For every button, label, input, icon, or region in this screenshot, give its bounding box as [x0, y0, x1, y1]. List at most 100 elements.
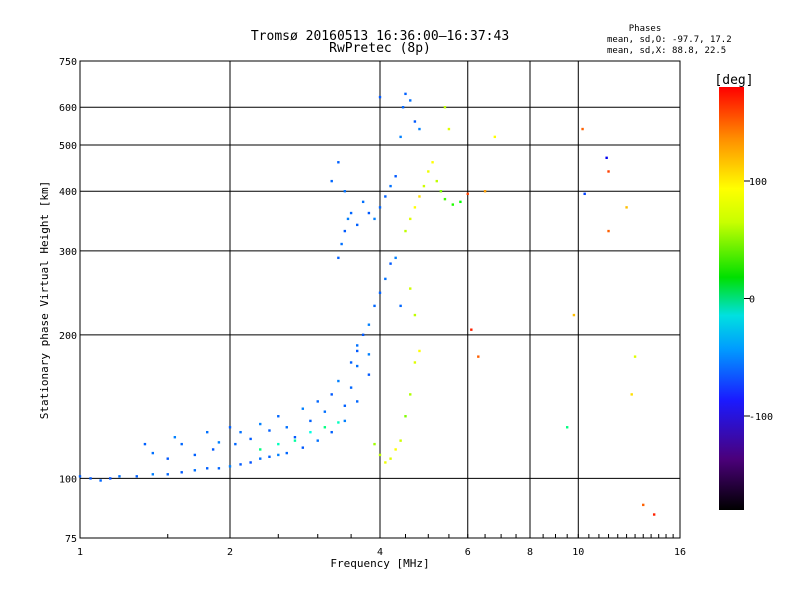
data-point: [565, 426, 569, 429]
data-point: [384, 277, 387, 281]
data-point: [337, 421, 340, 424]
data-point: [323, 410, 327, 413]
data-point: [483, 190, 487, 193]
data-point: [367, 211, 371, 215]
x-tick-label: 2: [227, 547, 233, 558]
data-point: [361, 200, 365, 204]
data-point: [277, 453, 280, 457]
data-point: [404, 415, 407, 418]
data-point: [652, 513, 656, 516]
data-point: [413, 361, 417, 364]
data-point: [633, 355, 637, 358]
data-point: [493, 135, 497, 139]
data-point: [316, 439, 319, 442]
data-point: [447, 127, 451, 131]
x-tick-label: 1: [77, 547, 83, 558]
data-point: [394, 448, 397, 451]
data-point: [268, 429, 271, 432]
data-point: [217, 441, 221, 444]
data-point: [418, 195, 421, 198]
data-point: [323, 426, 327, 429]
stats-line-x: mean, sd,X: 88.8, 22.5: [607, 46, 726, 56]
data-point: [422, 184, 426, 188]
data-point: [135, 475, 138, 478]
data-point: [378, 95, 382, 99]
colorbar-gradient: [719, 87, 744, 510]
data-point: [293, 439, 297, 442]
data-point: [211, 448, 215, 451]
data-point: [285, 426, 288, 429]
data-point: [316, 400, 319, 403]
colorbar-ticks: -100 0 100: [744, 177, 773, 423]
data-point: [340, 242, 343, 246]
data-point: [166, 473, 169, 476]
data-point: [413, 206, 417, 209]
data-point: [389, 262, 392, 265]
data-point: [409, 99, 412, 102]
data-point: [399, 439, 402, 442]
data-point: [89, 477, 92, 480]
data-point: [180, 471, 183, 474]
data-point: [378, 291, 382, 294]
colorbar-label: [deg]: [714, 73, 753, 88]
data-point: [607, 229, 610, 233]
data-point: [118, 475, 121, 478]
colorbar-tick-label: 0: [749, 295, 755, 306]
data-point: [205, 467, 209, 470]
data-point: [309, 419, 312, 423]
data-point: [367, 373, 371, 376]
data-point: [355, 223, 359, 227]
data-point: [459, 200, 462, 204]
data-point: [166, 457, 169, 460]
data-point: [355, 364, 359, 368]
data-point: [404, 92, 407, 96]
data-point: [228, 426, 232, 429]
x-tick-label: 8: [527, 547, 533, 558]
data-point: [78, 475, 82, 478]
data-point: [373, 442, 376, 446]
data-point: [389, 457, 392, 460]
data-point: [259, 422, 262, 426]
data-point: [409, 393, 412, 396]
data-point: [470, 328, 473, 331]
data-point: [477, 355, 480, 358]
data-point: [228, 465, 232, 468]
y-tick-label: 300: [59, 247, 77, 258]
data-points: [78, 92, 656, 516]
data-point: [109, 477, 112, 480]
data-point: [239, 463, 242, 466]
data-point: [330, 179, 333, 183]
y-tick-label: 600: [59, 103, 77, 114]
data-point: [427, 170, 430, 173]
plot-area: 1 2 4 6 8 10 16 75 100 200 300 400 500 600 750: [59, 57, 686, 558]
data-point: [404, 229, 407, 233]
data-point: [249, 437, 252, 441]
grid-lines: [80, 61, 680, 538]
data-point: [180, 442, 183, 446]
data-point: [439, 190, 443, 193]
data-point: [355, 344, 359, 347]
data-point: [394, 175, 397, 178]
data-point: [384, 461, 387, 464]
data-point: [343, 404, 347, 407]
data-point: [349, 361, 353, 364]
data-point: [431, 161, 434, 164]
data-point: [277, 442, 280, 446]
data-point: [293, 436, 297, 439]
data-point: [378, 453, 382, 457]
data-point: [401, 106, 405, 109]
data-point: [399, 135, 402, 139]
data-point: [399, 304, 402, 308]
y-tick-label: 200: [59, 331, 77, 342]
data-point: [378, 206, 382, 209]
stats-line-o: mean, sd,O: -97.7, 17.2: [607, 35, 732, 45]
data-point: [394, 256, 397, 260]
data-point: [466, 192, 469, 196]
data-point: [173, 436, 177, 439]
data-point: [285, 451, 288, 455]
data-point: [583, 192, 586, 196]
data-point: [343, 229, 347, 233]
y-axis-label: Stationary phase Virtual Height [km]: [38, 181, 51, 419]
data-point: [301, 407, 305, 410]
